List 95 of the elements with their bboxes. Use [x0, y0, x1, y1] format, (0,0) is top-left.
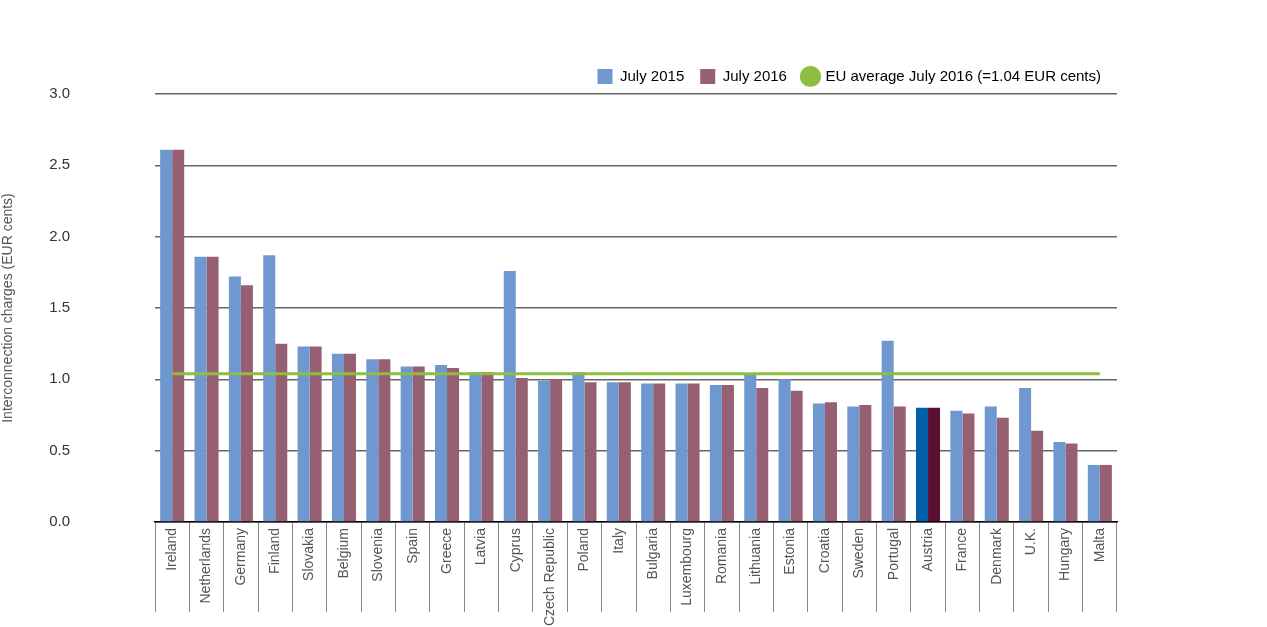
- bar: [550, 379, 563, 522]
- bar: [1031, 430, 1044, 522]
- bar: [756, 387, 769, 522]
- bar: [950, 410, 963, 522]
- x-tick-label: Poland: [575, 528, 592, 572]
- bar: [996, 417, 1009, 522]
- bar: [709, 385, 722, 522]
- x-tick-label: Slovakia: [300, 527, 317, 581]
- bar: [275, 343, 288, 522]
- bar: [847, 406, 860, 522]
- x-tick-label: Romania: [712, 527, 729, 585]
- bar: [1019, 387, 1032, 522]
- bar: [962, 413, 975, 522]
- y-tick-label: 2.5: [49, 155, 70, 173]
- bar: [859, 405, 872, 522]
- bar: [984, 406, 997, 522]
- bar: [721, 385, 734, 522]
- bar: [572, 372, 585, 522]
- y-tick-label: 2.0: [49, 226, 70, 244]
- bar: [641, 383, 654, 522]
- bar: [194, 256, 207, 522]
- bar: [778, 379, 791, 522]
- x-tick-label: Estonia: [781, 527, 798, 575]
- bar: [412, 366, 425, 522]
- legend-label: EU average July 2016 (=1.04 EUR cents): [825, 66, 1101, 84]
- bar: [297, 346, 310, 522]
- y-tick-label: 1.0: [49, 369, 70, 387]
- bar: [618, 382, 631, 522]
- bar: [240, 285, 253, 522]
- x-tick-label: Luxembourg: [678, 528, 695, 606]
- x-tick-label: Germany: [231, 528, 248, 586]
- x-tick-label: Ireland: [163, 528, 180, 571]
- x-tick-label: Denmark: [987, 527, 1004, 585]
- bar: [893, 406, 906, 522]
- bar: [824, 402, 837, 522]
- x-tick-label: Malta: [1090, 527, 1107, 563]
- y-tick-label: 0.0: [49, 512, 70, 530]
- bar: [1053, 442, 1066, 522]
- bar: [881, 340, 894, 522]
- bar: [331, 353, 344, 522]
- bar: [1087, 464, 1100, 522]
- x-tick-label: France: [953, 527, 970, 572]
- bar: [744, 373, 757, 522]
- bar: [206, 256, 219, 522]
- bar: [790, 390, 803, 522]
- y-tick-label: 1.5: [49, 298, 70, 316]
- x-tick-label: Finland: [266, 528, 283, 574]
- bar: [172, 149, 185, 522]
- y-axis-title: Interconnection charges (EUR cents): [0, 193, 16, 423]
- bar: [515, 377, 528, 522]
- x-tick-label: Sweden: [850, 528, 867, 579]
- x-tick-label: U.K.: [1021, 528, 1038, 556]
- x-tick-label: Cyprus: [506, 528, 523, 573]
- bar: [343, 353, 356, 522]
- bar: [503, 270, 516, 522]
- bar: [675, 383, 688, 522]
- bar: [309, 346, 322, 522]
- y-tick-label: 3.0: [49, 84, 70, 102]
- x-tick-label: Bulgaria: [644, 527, 661, 580]
- x-tick-label: Greece: [437, 527, 454, 574]
- bar: [469, 372, 482, 522]
- x-tick-label: Austria: [918, 527, 935, 572]
- bar: [687, 383, 700, 522]
- x-tick-label: Croatia: [815, 527, 832, 574]
- x-tick-label: Italy: [609, 528, 626, 554]
- bar: [366, 359, 379, 522]
- x-tick-label: Spain: [403, 528, 420, 564]
- legend-label: July 2015: [620, 66, 685, 84]
- legend-label: July 2016: [722, 66, 787, 84]
- bar: [653, 383, 666, 522]
- bar: [400, 366, 413, 522]
- bar: [538, 380, 551, 522]
- bar: [481, 372, 494, 522]
- bar: [263, 255, 276, 522]
- x-tick-label: Czech Republic: [540, 528, 557, 627]
- bar: [916, 407, 929, 522]
- x-tick-label: Netherlands: [197, 528, 214, 604]
- x-tick-label: Portugal: [884, 528, 901, 581]
- x-tick-label: Slovenia: [369, 527, 386, 582]
- bar: [228, 276, 241, 522]
- bar: [435, 365, 448, 522]
- bar: [160, 149, 173, 522]
- bar: [812, 403, 825, 522]
- bar: [928, 407, 941, 522]
- x-tick-label: Lithuania: [747, 527, 764, 585]
- x-tick-label: Belgium: [334, 528, 351, 579]
- x-tick-label: Hungary: [1056, 528, 1073, 581]
- bar: [1065, 443, 1078, 522]
- bar: [606, 382, 619, 522]
- bar: [447, 367, 460, 522]
- y-tick-label: 0.5: [49, 440, 70, 458]
- bar: [378, 359, 391, 522]
- x-tick-label: Latvia: [472, 527, 489, 566]
- bar: [1099, 464, 1112, 522]
- bar: [584, 382, 597, 522]
